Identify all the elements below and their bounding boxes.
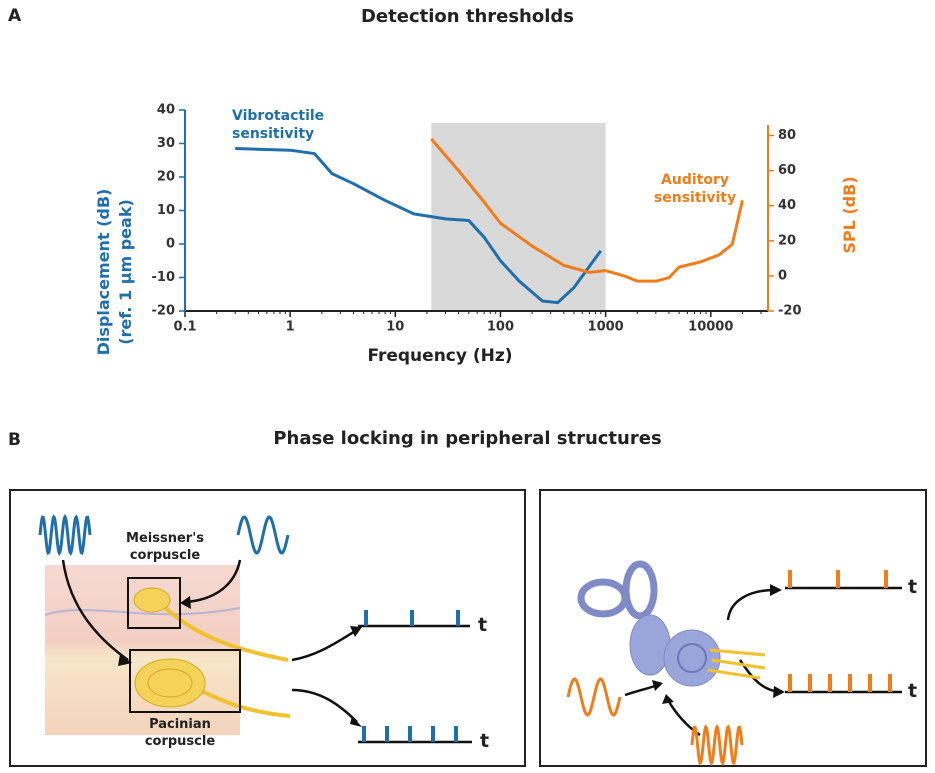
pacinian-box	[129, 649, 241, 713]
y2-axis-label: SPL (dB)	[840, 176, 859, 254]
chart-title: Detection thresholds	[360, 6, 575, 27]
y-tick-label: -20	[152, 304, 176, 319]
y2-tick-label: 20	[778, 233, 796, 248]
stimulus-waves	[38, 513, 744, 766]
y-tick-label: 30	[157, 136, 175, 151]
y2-tick-label: 0	[778, 268, 787, 283]
panel-label: A	[8, 6, 22, 26]
y-axis-label: Displacement (dB) (ref. 1 µm peak)	[94, 188, 135, 356]
auditory-nerve	[707, 648, 766, 680]
time-label: t	[480, 730, 490, 752]
y-tick-label: 10	[157, 203, 175, 218]
vessel	[44, 607, 241, 616]
y2-tick-label: 40	[778, 198, 796, 213]
y-tick-label: -10	[152, 270, 176, 285]
data-line	[430, 138, 744, 283]
wave	[38, 513, 92, 556]
arrowheads	[118, 584, 785, 727]
panel-label: B	[8, 430, 21, 450]
y2-tick-label: 80	[778, 128, 796, 143]
x-tick-label: 1	[286, 320, 295, 335]
x-tick-label: 1000	[588, 320, 624, 335]
wave	[566, 677, 622, 717]
legend-label: Vibrotactile sensitivity	[232, 108, 325, 142]
pacinian	[134, 658, 206, 708]
ear	[577, 560, 721, 687]
meissner-label: Meissner's corpuscle	[126, 531, 204, 563]
time-label: t	[908, 576, 918, 598]
y-tick-label: 20	[157, 170, 175, 185]
x-axis-label: Frequency (Hz)	[367, 346, 513, 366]
orange-spikes	[788, 570, 892, 692]
pacinian-ring	[147, 668, 193, 698]
y2-tick-label: 60	[778, 163, 796, 178]
time-label: t	[478, 614, 488, 636]
time-label: t	[908, 680, 918, 702]
y2-tick-label: -20	[778, 304, 802, 319]
data-line	[235, 147, 603, 305]
left-frame	[9, 489, 526, 767]
x-tick-label: 0.1	[173, 320, 196, 335]
wave	[690, 723, 744, 766]
x-tick-label: 10000	[688, 320, 733, 335]
panel-b-diagram	[9, 489, 927, 767]
panel-b-title: Phase locking in peripheral structures	[273, 428, 662, 449]
meissner	[133, 587, 171, 613]
x-tick-label: 100	[487, 320, 514, 335]
shaded-region	[431, 123, 606, 311]
y-tick-label: 0	[166, 237, 175, 252]
fiber	[160, 603, 289, 662]
blue-spikes	[362, 610, 460, 742]
x-tick-label: 10	[386, 320, 404, 335]
legend-label: Auditory sensitivity	[653, 172, 737, 206]
wave	[236, 515, 290, 555]
right-frame	[539, 489, 927, 767]
pacinian-label: Pacinian corpuscle	[144, 717, 216, 749]
y-tick-label: 40	[157, 103, 175, 118]
